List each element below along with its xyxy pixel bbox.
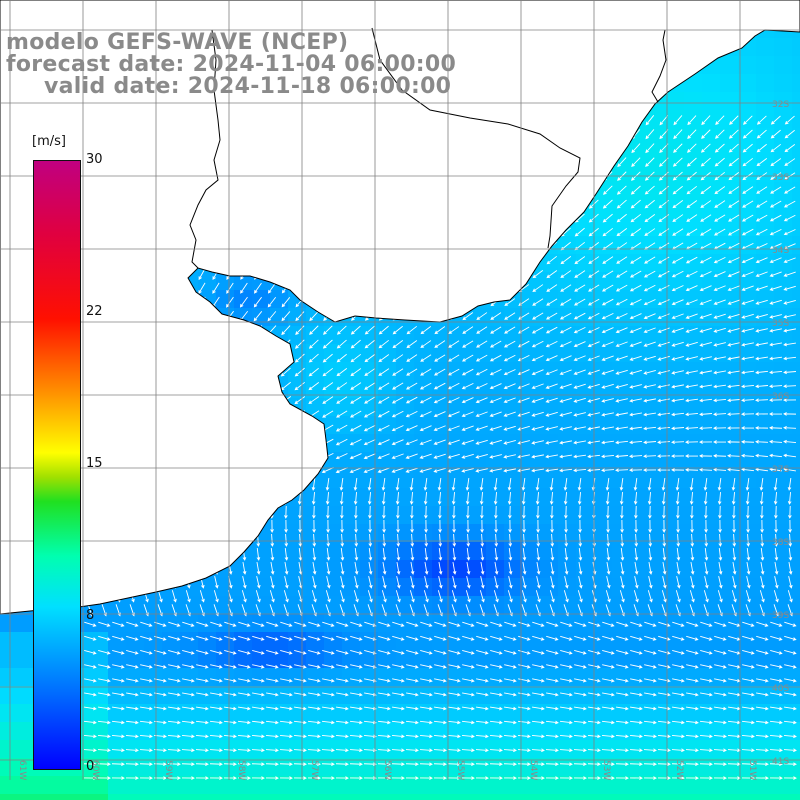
grid-labels: 32S 33S 34S 35S 36S 37S 38S 39S 40S 41S 61W 60W 59W 5…	[17, 100, 789, 780]
valid-date: valid date: 2024-11-18 06:00:00	[44, 74, 452, 99]
model-title: modelo GEFS-WAVE (NCEP)	[6, 30, 349, 55]
lat-label: 40S	[772, 684, 789, 694]
lon-label: 52W	[674, 760, 684, 780]
colorbar-tick-30: 30	[86, 152, 103, 167]
lat-label: 39S	[772, 611, 789, 621]
lon-label: 55W	[455, 760, 465, 780]
lat-label: 36S	[772, 392, 789, 402]
lon-label: 57W	[309, 760, 319, 780]
lon-label: 58W	[236, 760, 246, 780]
lat-label: 37S	[772, 465, 789, 475]
colorbar-tick-0: 0	[86, 759, 95, 774]
lat-label: 32S	[772, 100, 789, 110]
lon-label: 53W	[601, 760, 611, 780]
land-mass	[0, 0, 800, 615]
lat-label: 34S	[772, 246, 789, 256]
lon-label: 54W	[528, 760, 538, 780]
colorbar-unit: [m/s]	[32, 134, 66, 149]
forecast-date: forecast date: 2024-11-04 06:00:00	[6, 52, 457, 77]
lon-label: 56W	[382, 760, 392, 780]
lon-label: 60W	[90, 760, 100, 780]
lon-label: 61W	[17, 760, 27, 780]
lat-label: 38S	[772, 538, 789, 548]
colorbar	[33, 160, 81, 770]
colorbar-tick-8: 8	[86, 608, 95, 623]
lat-label: 35S	[772, 319, 789, 329]
lon-label: 59W	[163, 760, 173, 780]
lat-lon-grid	[0, 0, 800, 780]
colorbar-tick-15: 15	[86, 456, 103, 471]
colorbar-tick-22: 22	[86, 304, 103, 319]
lat-label: 33S	[772, 173, 789, 183]
lon-label: 51W	[747, 760, 757, 780]
lat-label: 41S	[772, 757, 789, 767]
